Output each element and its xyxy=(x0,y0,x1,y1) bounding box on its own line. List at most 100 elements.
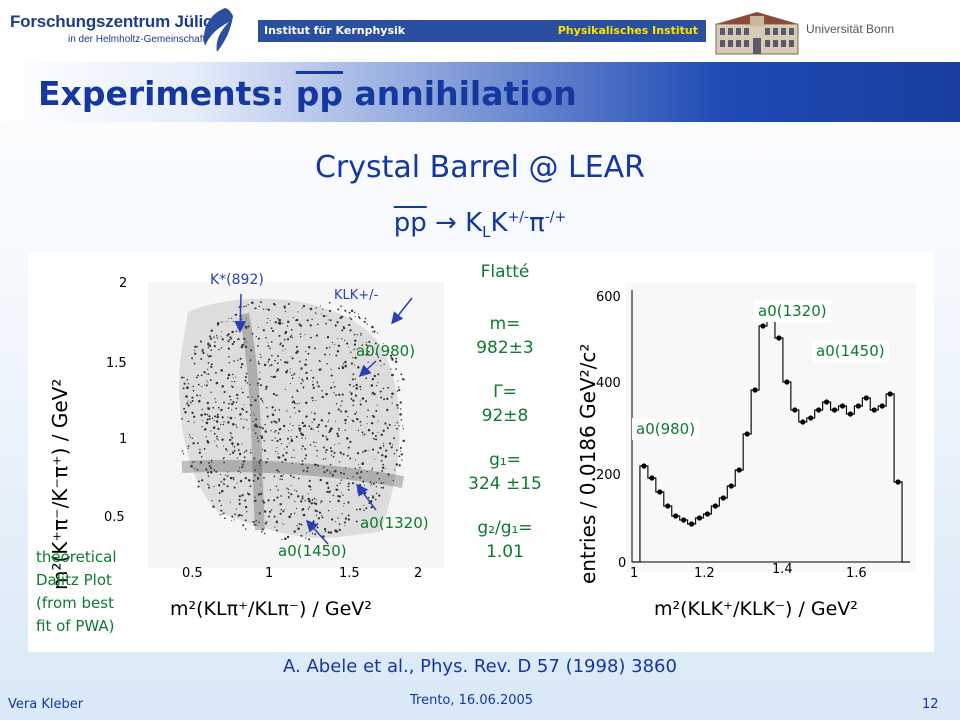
dalitz-event-dot xyxy=(215,401,217,403)
dalitz-event-dot xyxy=(330,427,333,430)
note-line: Dalitz Plot xyxy=(36,571,112,589)
dalitz-event-dot xyxy=(329,490,331,493)
dalitz-event-dot xyxy=(271,329,274,333)
dalitz-event-dot xyxy=(371,378,375,381)
dalitz-event-dot xyxy=(313,463,317,466)
dalitz-event-dot xyxy=(238,452,242,456)
dalitz-event-dot xyxy=(254,499,257,502)
dalitz-event-dot xyxy=(237,338,240,340)
dalitz-event-dot xyxy=(363,509,365,511)
dalitz-event-dot xyxy=(277,452,279,454)
dalitz-event-dot xyxy=(199,394,201,397)
dalitz-event-dot xyxy=(193,460,196,463)
dalitz-event-dot xyxy=(273,431,276,433)
dalitz-event-dot xyxy=(308,484,311,488)
dalitz-event-dot xyxy=(228,395,231,398)
dalitz-event-dot xyxy=(279,478,281,480)
dalitz-event-dot xyxy=(365,341,367,344)
dalitz-event-dot xyxy=(260,484,262,486)
dalitz-event-dot xyxy=(263,449,267,452)
dalitz-event-dot xyxy=(326,362,328,365)
dalitz-event-dot xyxy=(282,350,284,352)
dalitz-event-dot xyxy=(312,376,315,379)
dalitz-event-dot xyxy=(253,424,255,427)
dalitz-event-dot xyxy=(312,429,314,431)
dalitz-event-dot xyxy=(267,499,270,502)
dalitz-event-dot xyxy=(258,461,261,464)
dalitz-event-dot xyxy=(355,472,359,475)
dalitz-event-dot xyxy=(257,385,259,387)
dalitz-event-dot xyxy=(344,360,347,364)
dalitz-event-dot xyxy=(305,371,308,375)
dalitz-event-dot xyxy=(291,357,294,360)
dalitz-event-dot xyxy=(210,363,213,366)
dalitz-event-dot xyxy=(269,364,271,367)
dalitz-event-dot xyxy=(264,440,266,442)
dalitz-event-dot xyxy=(302,304,306,308)
dalitz-event-dot xyxy=(322,458,325,460)
dalitz-event-dot xyxy=(290,493,293,496)
dalitz-event-dot xyxy=(181,418,183,420)
slide-subtitle: Crystal Barrel @ LEAR xyxy=(314,150,646,185)
dalitz-event-dot xyxy=(402,439,405,443)
dalitz-event-dot xyxy=(322,308,324,311)
dalitz-event-dot xyxy=(212,505,215,508)
dalitz-event-dot xyxy=(279,512,282,515)
dalitz-event-dot xyxy=(203,384,206,386)
dalitz-event-dot xyxy=(398,386,400,388)
dalitz-event-dot xyxy=(231,442,234,445)
dalitz-event-dot xyxy=(281,322,284,325)
dalitz-event-dot xyxy=(396,422,399,424)
dalitz-event-dot xyxy=(220,504,223,507)
dalitz-event-dot xyxy=(227,416,229,418)
dalitz-event-dot xyxy=(212,426,216,429)
dalitz-event-dot xyxy=(400,418,403,421)
dalitz-event-dot xyxy=(324,425,327,428)
dalitz-event-dot xyxy=(314,445,316,447)
dalitz-event-dot xyxy=(325,322,327,325)
dalitz-event-dot xyxy=(208,417,211,420)
dalitz-event-dot xyxy=(209,337,213,340)
dalitz-event-dot xyxy=(305,415,308,418)
note-line: (from best xyxy=(36,594,114,612)
dalitz-event-dot xyxy=(309,307,313,311)
dalitz-event-dot xyxy=(223,445,224,447)
dalitz-event-dot xyxy=(223,456,225,459)
title-suffix: annihilation xyxy=(343,74,577,113)
dalitz-event-dot xyxy=(302,387,304,389)
dalitz-event-dot xyxy=(397,407,399,409)
dalitz-event-dot xyxy=(241,494,244,497)
dalitz-event-dot xyxy=(371,325,374,329)
dalitz-event-dot xyxy=(344,521,346,524)
dalitz-event-dot xyxy=(316,464,319,467)
dalitz-event-dot xyxy=(257,360,260,363)
dalitz-event-dot xyxy=(362,434,364,436)
dalitz-event-dot xyxy=(236,443,240,446)
dalitz-event-dot xyxy=(261,427,264,430)
dalitz-ytick: 0.5 xyxy=(104,510,125,525)
dalitz-event-dot xyxy=(235,376,237,378)
dalitz-event-dot xyxy=(281,538,283,541)
dalitz-event-dot xyxy=(329,463,332,466)
dalitz-event-dot xyxy=(193,421,195,423)
dalitz-event-dot xyxy=(360,470,363,474)
dalitz-event-dot xyxy=(324,451,327,454)
flatte-parameters: Flatté m= 982±3 Γ= 92±8 g₁= 324 ±15 g₂/g… xyxy=(440,260,570,564)
dalitz-event-dot xyxy=(291,377,294,380)
dalitz-event-dot xyxy=(375,481,377,484)
dalitz-event-dot xyxy=(291,429,293,431)
dalitz-event-dot xyxy=(283,509,285,511)
dalitz-event-dot xyxy=(300,523,303,526)
dalitz-event-dot xyxy=(400,373,403,376)
dalitz-event-dot xyxy=(326,315,328,317)
dalitz-event-dot xyxy=(231,520,232,522)
dalitz-event-dot xyxy=(281,344,284,348)
dalitz-event-dot xyxy=(307,508,310,510)
dalitz-event-dot xyxy=(353,348,355,351)
dalitz-event-dot xyxy=(356,508,358,511)
dalitz-event-dot xyxy=(275,485,278,488)
dalitz-event-dot xyxy=(221,416,224,419)
dalitz-event-dot xyxy=(369,481,372,484)
dalitz-event-dot xyxy=(313,418,316,421)
dalitz-event-dot xyxy=(281,522,283,524)
